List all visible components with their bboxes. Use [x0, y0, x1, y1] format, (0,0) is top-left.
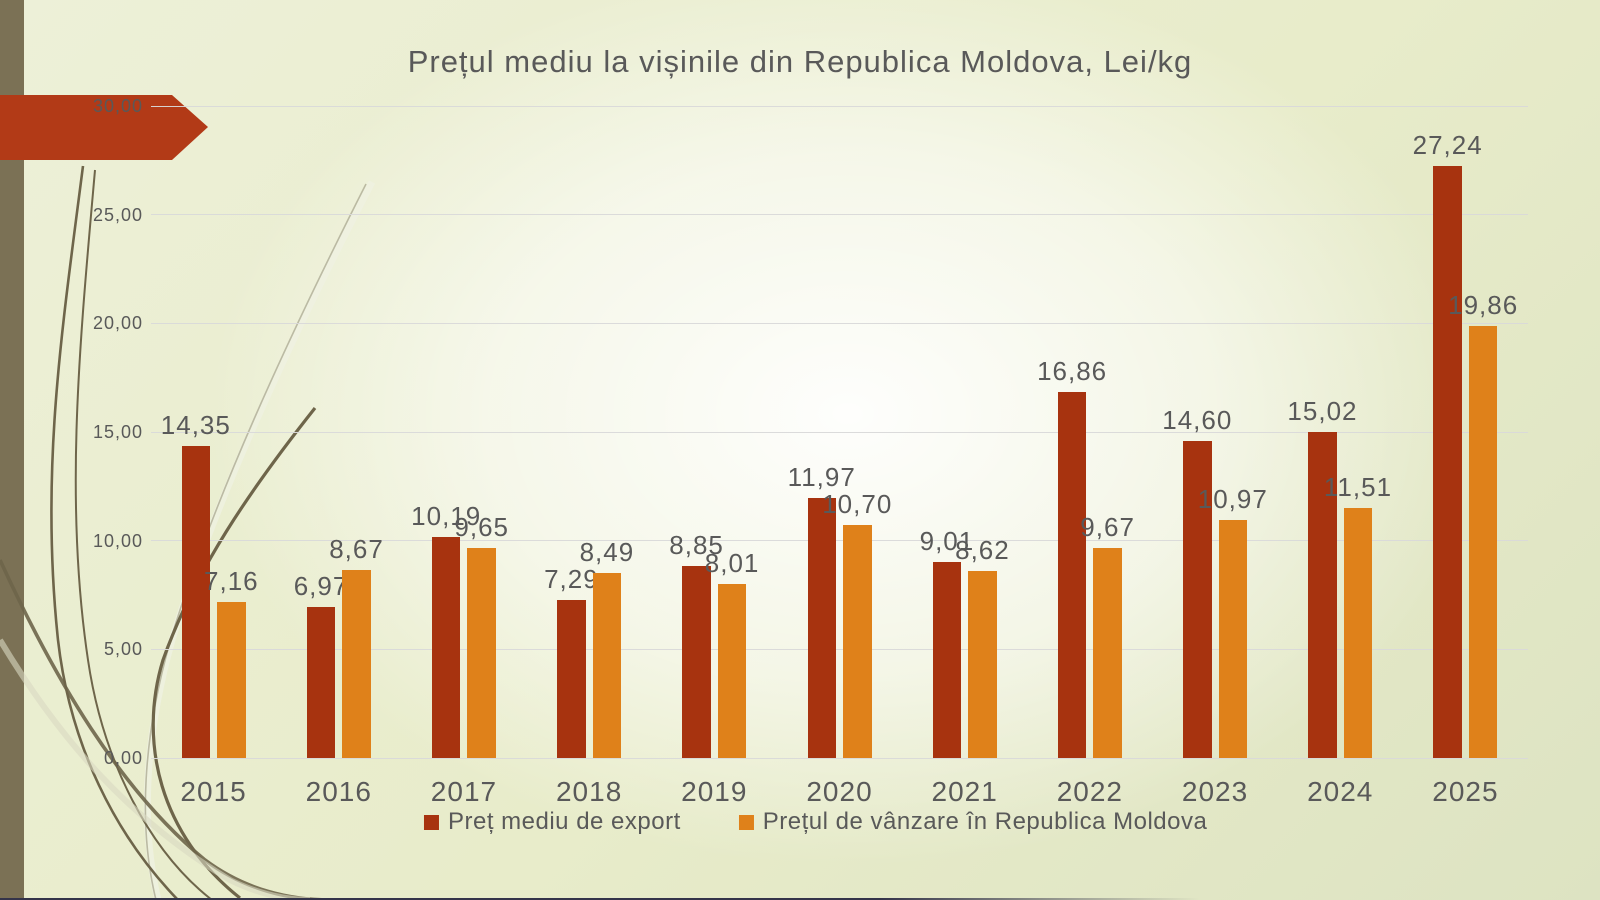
value-label-export-2015: 14,35	[160, 410, 231, 441]
y-axis-tick-label: 5,00	[103, 639, 143, 660]
value-label-domestic-2016: 8,67	[329, 533, 384, 564]
bar-export-2016	[306, 606, 336, 758]
y-axis-tick-label: 30,00	[92, 96, 143, 116]
gridline-5,00	[151, 648, 1528, 650]
bar-domestic-2019	[717, 583, 747, 758]
value-label-domestic-2021: 8,62	[955, 534, 1010, 565]
y-axis-tick-label: 20,00	[92, 313, 143, 334]
gridline-15,00	[151, 431, 1528, 433]
bar-export-2019	[682, 565, 711, 758]
x-axis-label-2021: 2021	[931, 776, 998, 807]
bar-export-2017	[431, 536, 461, 758]
y-axis-tick-label: 10,00	[92, 530, 143, 551]
arrow-banner	[0, 95, 208, 160]
value-label-export-2017: 10,19	[411, 500, 482, 531]
x-axis-label-2020: 2020	[806, 776, 873, 807]
legend-label-export: Preț mediu de export	[447, 808, 681, 835]
bar-export-2022	[1057, 391, 1087, 758]
bar-domestic-2018	[592, 573, 622, 758]
value-label-domestic-2023: 10,97	[1197, 483, 1268, 514]
value-label-domestic-2018: 8,49	[579, 537, 635, 568]
value-label-domestic-2015: 7,16	[204, 566, 259, 597]
x-axis-label-2023: 2023	[1181, 776, 1249, 807]
bar-domestic-2025	[1468, 326, 1498, 758]
gridline-0,00	[151, 757, 1528, 759]
bar-domestic-2023	[1218, 519, 1248, 758]
bar-domestic-2020	[843, 525, 872, 758]
value-label-domestic-2025: 19,86	[1448, 290, 1519, 321]
bar-domestic-2015	[217, 602, 246, 758]
bar-domestic-2016	[342, 569, 371, 758]
x-axis-label-2019: 2019	[681, 776, 748, 807]
bar-export-2015	[181, 446, 211, 758]
x-axis-label-2018: 2018	[555, 776, 623, 807]
chart-title: Prețul mediu la vișinile din Republica M…	[407, 44, 1193, 79]
bar-domestic-2017	[467, 548, 496, 758]
x-axis-label-2017: 2017	[430, 776, 498, 807]
bottom-edge	[0, 898, 1600, 900]
value-label-domestic-2019: 8,01	[704, 547, 760, 578]
x-axis-label-2024: 2024	[1307, 776, 1374, 807]
legend-item-domestic: Prețul de vânzare în Republica Moldova	[738, 808, 1208, 836]
value-label-domestic-2017: 9,65	[454, 512, 510, 543]
bar-export-2024	[1308, 431, 1337, 758]
bar-export-2020	[807, 497, 836, 758]
value-label-domestic-2020: 10,70	[822, 489, 893, 520]
value-label-export-2025: 27,24	[1412, 129, 1483, 160]
gridline-30,00	[151, 105, 1528, 107]
y-axis-tick-label: 25,00	[92, 204, 143, 225]
gridline-10,00	[151, 540, 1528, 542]
legend-item-export: Preț mediu de export	[423, 808, 681, 836]
bar-export-2021	[932, 562, 962, 758]
bar-domestic-2021	[968, 570, 997, 758]
value-label-export-2021: 9,01	[919, 526, 975, 557]
value-label-export-2023: 14,60	[1162, 404, 1233, 435]
legend: Preț mediu de export Prețul de vânzare î…	[423, 808, 1208, 836]
value-label-domestic-2022: 9,67	[1080, 511, 1135, 542]
value-label-export-2024: 15,02	[1287, 395, 1358, 426]
legend-label-domestic: Prețul de vânzare în Republica Moldova	[762, 808, 1208, 835]
value-label-export-2019: 8,85	[669, 529, 724, 560]
bar-export-2025	[1433, 165, 1462, 758]
bar-domestic-2024	[1343, 507, 1373, 758]
bar-export-2018	[557, 599, 586, 758]
y-axis-tick-label: 0,00	[103, 748, 143, 768]
gridline-20,00	[151, 322, 1528, 324]
x-axis-label-2025: 2025	[1432, 776, 1499, 807]
value-label-export-2018: 7,29	[544, 563, 599, 594]
x-axis-label-2022: 2022	[1056, 776, 1124, 807]
bar-domestic-2022	[1093, 547, 1122, 758]
x-axis-label-2015: 2015	[180, 776, 247, 807]
gridline-25,00	[151, 214, 1528, 216]
y-axis-tick-label: 15,00	[92, 422, 143, 442]
value-label-domestic-2024: 11,51	[1323, 471, 1393, 502]
bar-export-2023	[1183, 440, 1212, 758]
value-label-export-2022: 16,86	[1037, 355, 1108, 386]
x-axis-label-2016: 2016	[305, 776, 372, 807]
legend-swatch-domestic-icon	[738, 814, 754, 830]
value-label-export-2016: 6,97	[293, 570, 349, 601]
value-label-export-2020: 11,97	[787, 461, 856, 492]
legend-swatch-export-icon	[423, 814, 439, 830]
